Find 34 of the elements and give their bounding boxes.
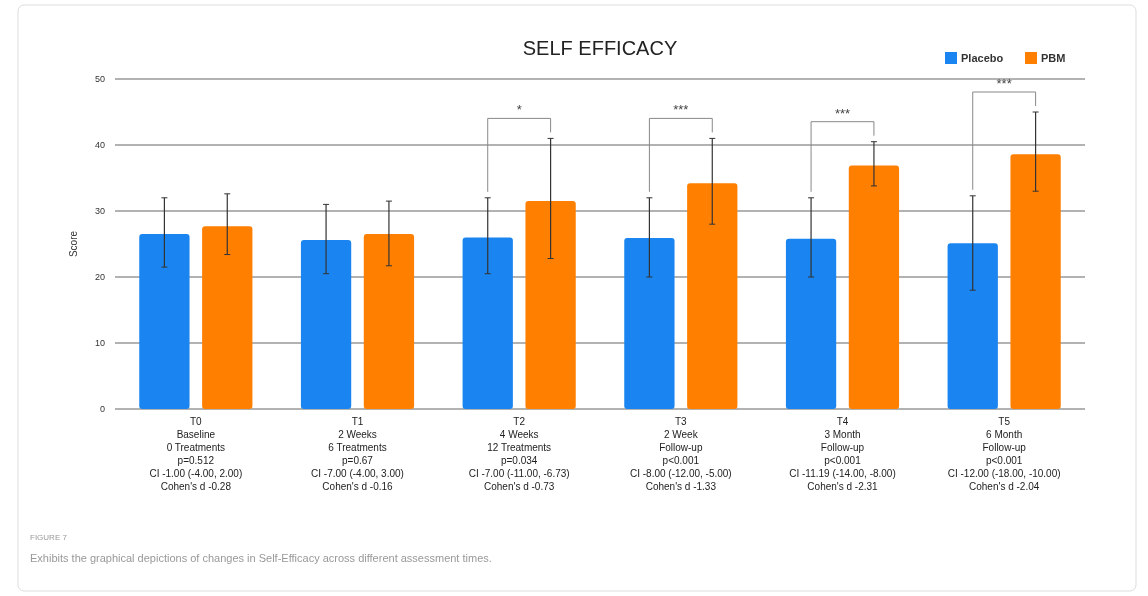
legend-label: Placebo: [961, 51, 1004, 64]
y-tick-label: 20: [94, 272, 105, 283]
chart-title: SELF EFFICACY: [522, 37, 678, 59]
bar: [139, 234, 190, 409]
bar: [525, 201, 576, 409]
legend-label: PBM: [1041, 51, 1066, 64]
annotation: *: [516, 102, 522, 118]
x-tick-label: T2 4 Weeks 12 Treatments p=0.034 CI -7.00 (-11.00, -6.73) Cohen's d -0.73: [468, 416, 570, 492]
bar: [785, 238, 837, 409]
bar: [1010, 154, 1061, 409]
y-tick-label: 30: [94, 206, 105, 217]
bar: [363, 234, 415, 409]
annotation: ***: [996, 76, 1012, 91]
bar: [300, 240, 352, 409]
x-tick-label: T1 2 Weeks 6 Treatments p=0.67 CI -7.00 (-4.00, 3.00) Cohen's d -0.16: [311, 416, 404, 492]
bar: [947, 243, 998, 409]
bar: [624, 238, 675, 409]
x-tick-label: T0 Baseline 0 Treatments p=0.512 CI -1.00 (-4.00, 2.00) Cohen's d -0.28: [149, 416, 243, 492]
x-tick-label: T4 3 Month Follow-up p<0.001 CI -11.19 (-14.00, -8.00) Cohen's d -2.31: [789, 416, 896, 492]
y-tick-label: 50: [94, 74, 105, 85]
x-tick-label: T3 2 Week Follow-up p<0.001 CI -8.00 (-12.00, -5.00) Cohen's d -1.33: [629, 416, 732, 492]
annotation: ***: [673, 102, 689, 118]
text: Exhibits the graphical depictions of changes in Self-Efficacy across different assessment times.: [30, 552, 492, 564]
y-tick-label: 10: [94, 338, 105, 349]
y-tick-label: 40: [94, 140, 105, 151]
bar: [848, 165, 900, 409]
x-tick-label: T5 6 Month Follow-up p<0.001 CI -12.00 (-18.00, -10.00) Cohen's d -2.04: [947, 416, 1061, 492]
y-tick-label: 0: [99, 404, 105, 415]
bar: [462, 237, 513, 409]
bar: [202, 226, 253, 409]
y-axis-title: Score: [68, 230, 79, 258]
caption: FIGURE 7: [30, 533, 68, 542]
annotation: ***: [834, 105, 851, 121]
bar: [687, 183, 738, 409]
